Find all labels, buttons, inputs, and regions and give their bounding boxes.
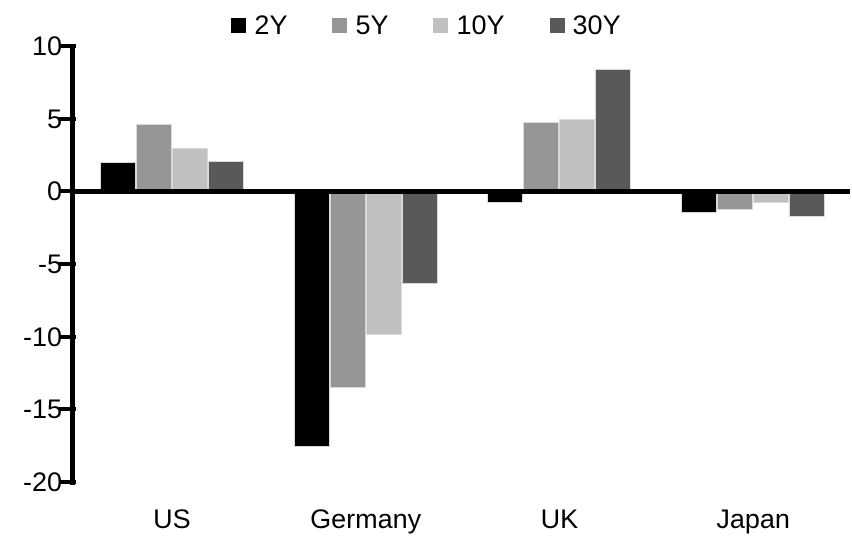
legend-item-10y: 10Y (433, 10, 505, 40)
legend-item-2y: 2Y (231, 12, 287, 39)
y-axis-tick--5 (59, 262, 76, 266)
legend-swatch-30y (549, 18, 565, 33)
legend-swatch-5y (332, 18, 348, 33)
y-axis-tick--20 (59, 480, 76, 484)
legend-label-2y: 2Y (254, 10, 288, 40)
y-axis-tick--15 (59, 407, 76, 412)
bar-japan-2y (681, 191, 718, 214)
legend-item-5y: 5Y (332, 12, 388, 39)
bar-japan-30y (789, 191, 826, 218)
bar-germany-5y (329, 191, 366, 388)
y-axis-label--20: -20 (22, 467, 62, 497)
category-label-us: US (153, 504, 191, 534)
y-axis-tick-0 (59, 189, 76, 194)
bar-uk-10y (559, 118, 596, 192)
bar-us-30y (207, 160, 244, 192)
bar-us-10y (171, 147, 208, 192)
bar-germany-30y (401, 191, 438, 285)
legend-item-30y: 30Y (549, 10, 621, 40)
y-axis-label--5: -5 (37, 249, 62, 279)
bar-us-2y (99, 162, 136, 192)
y-axis-label-0: 0 (46, 176, 62, 207)
category-label-germany: Germany (310, 504, 422, 534)
bar-germany-2y (293, 191, 330, 448)
x-axis-zero-line (70, 189, 850, 195)
legend-label-5y: 5Y (355, 10, 389, 40)
y-axis-label--15: -15 (22, 394, 62, 425)
legend-label-10y: 10Y (456, 10, 505, 40)
y-axis-tick-10 (59, 44, 76, 48)
chart-legend: 2Y 5Y 10Y 30Y (0, 12, 852, 39)
legend-swatch-10y (433, 18, 449, 33)
legend-label-30y: 30Y (572, 10, 621, 40)
category-label-uk: UK (540, 504, 579, 534)
category-label-japan: Japan (716, 504, 790, 534)
bar-uk-30y (595, 69, 632, 192)
bar-germany-10y (365, 191, 402, 336)
y-axis-label-10: 10 (31, 31, 62, 61)
y-axis-tick--10 (59, 334, 76, 339)
legend-swatch-2y (231, 18, 247, 33)
bar-uk-5y (523, 121, 560, 192)
y-axis-tick-5 (59, 116, 76, 121)
y-axis-label-5: 5 (46, 103, 62, 134)
y-axis-label--10: -10 (22, 321, 62, 352)
bar-us-5y (135, 124, 172, 192)
